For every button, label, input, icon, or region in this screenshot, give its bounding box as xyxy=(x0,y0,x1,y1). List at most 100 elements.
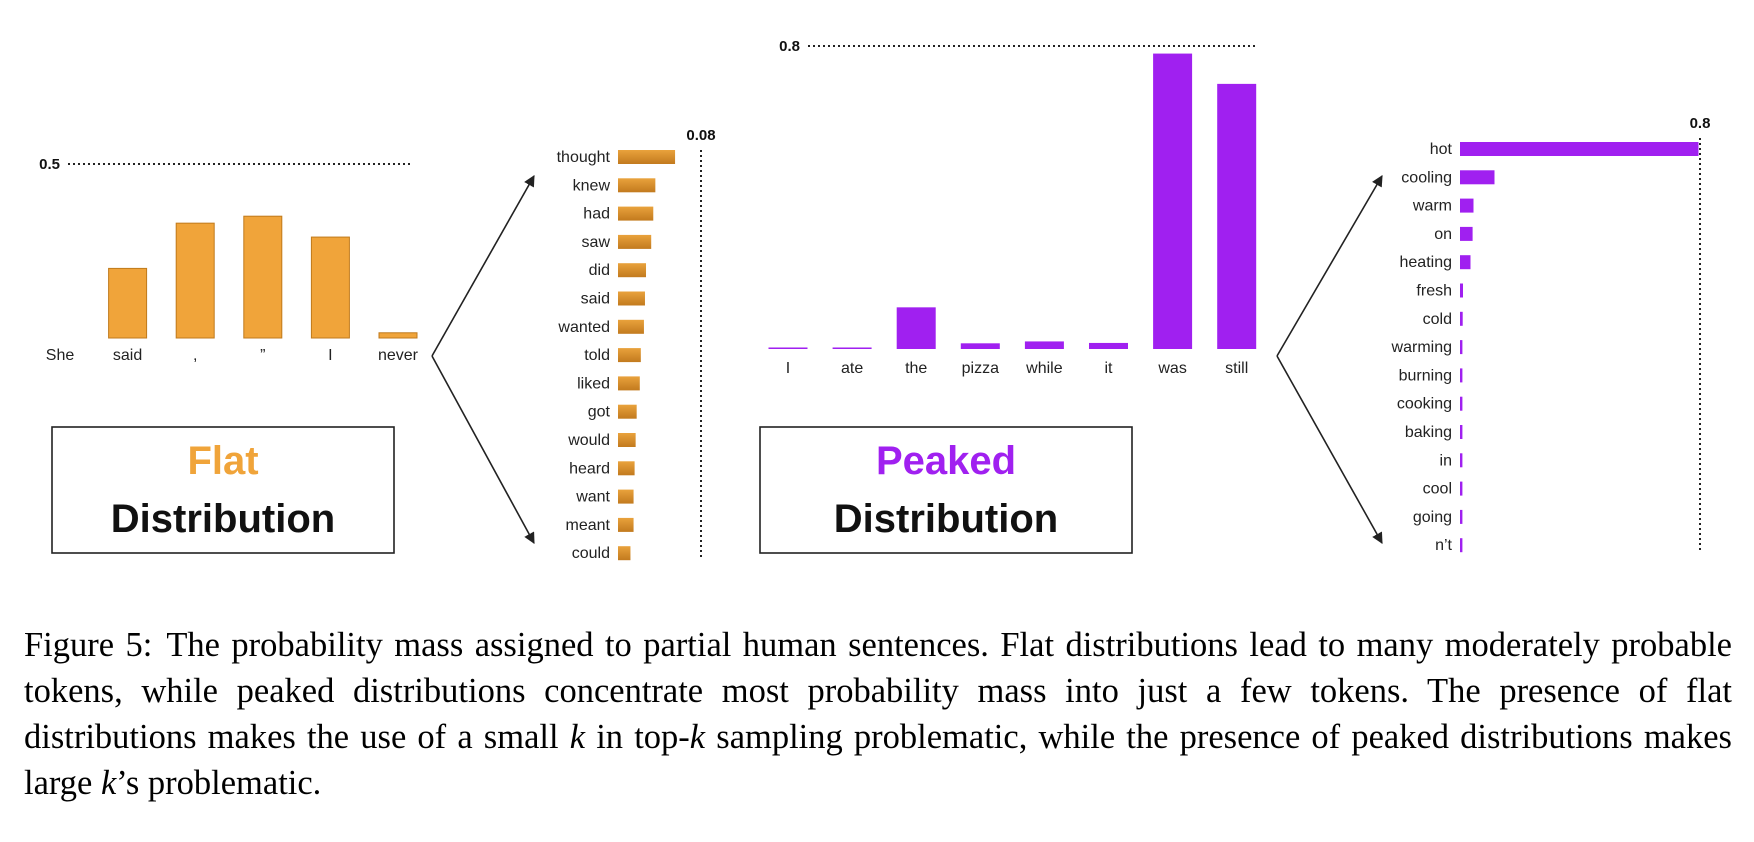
flat-context-bar-item-2 xyxy=(175,222,215,339)
flat-next-token-bar-knew xyxy=(618,178,656,193)
peaked-next-token-bar-in xyxy=(1460,453,1463,468)
peaked-context-tick-i: I xyxy=(786,360,790,377)
flat-next-token-tick-meant: meant xyxy=(566,517,611,534)
peaked-next-token-bar-cool xyxy=(1460,481,1463,496)
flat-next-token-tick-could: could xyxy=(572,545,610,562)
peaked-next-token-bar-cooking xyxy=(1460,396,1463,411)
peaked-next-token-tick-cooling: cooling xyxy=(1401,169,1452,186)
peaked-next-token-bar-cold xyxy=(1460,311,1463,326)
peaked-context-bar-i xyxy=(768,347,808,349)
peaked-next-token-tick-warm: warm xyxy=(1412,198,1452,215)
caption-k-1: k xyxy=(569,718,586,756)
peaked-box-word: Peaked xyxy=(876,439,1016,483)
peaked-box-label: Distribution xyxy=(834,497,1058,541)
flat-next-token-bar-would xyxy=(618,433,636,447)
peaked-fanout-arrows xyxy=(1276,175,1383,544)
flat-next-token-bar-had xyxy=(618,206,654,221)
flat-next-token-bar-want xyxy=(618,489,634,504)
flat-fanout-arrows xyxy=(431,175,535,544)
peaked-context-bar-still xyxy=(1217,83,1257,349)
peaked-context-tick-pizza: pizza xyxy=(962,360,999,377)
flat-next-token-bar-thought xyxy=(618,150,676,164)
flat-context-tick-item-3: ” xyxy=(260,347,265,364)
caption-k-3: k xyxy=(100,764,117,802)
caption-text-part-4: ’s problematic. xyxy=(116,764,322,802)
peaked-next-token-tick-on: on xyxy=(1434,226,1452,243)
flat-context-tick-said: said xyxy=(113,347,142,364)
peaked-next-token-tick-baking: baking xyxy=(1405,424,1452,441)
flat-next-token-tick-knew: knew xyxy=(573,177,611,194)
flat-next-token-tick-heard: heard xyxy=(569,460,610,477)
flat-box-label: Distribution xyxy=(111,497,335,541)
flat-context-bar-said xyxy=(108,267,148,339)
peaked-next-token-tick-burning: burning xyxy=(1399,367,1452,384)
flat-next-token-bar-liked xyxy=(618,376,640,391)
flat-next-token-tick-liked: liked xyxy=(577,375,610,392)
flat-distribution-box: Flat Distribution xyxy=(51,426,395,554)
flat-next-token-bar-heard xyxy=(618,461,635,476)
peaked-context-bar-ate xyxy=(832,347,872,349)
flat-next-token-tick-told: told xyxy=(584,347,610,364)
flat-next-token-chart: 0.08 thought knew had saw did said wanted told li… xyxy=(557,127,716,562)
peaked-next-token-bar-warm xyxy=(1460,198,1474,213)
peaked-next-token-tick-fresh: fresh xyxy=(1416,283,1452,300)
peaked-context-tick-the: the xyxy=(905,360,927,377)
flat-next-token-bar-wanted xyxy=(618,319,644,334)
peaked-context-tick-still: still xyxy=(1225,360,1248,377)
peaked-context-bar-pizza xyxy=(960,343,1000,349)
flat-next-token-bar-said xyxy=(618,291,645,306)
peaked-next-token-tick-hot: hot xyxy=(1430,141,1453,158)
peaked-next-token-tick-heating: heating xyxy=(1400,254,1453,271)
peaked-context-ref-label: 0.8 xyxy=(779,38,800,55)
flat-context-tick-i: I xyxy=(328,347,332,364)
flat-context-bar-item-3 xyxy=(243,215,283,339)
caption-k-2: k xyxy=(689,718,706,756)
flat-next-token-bar-saw xyxy=(618,234,652,249)
caption-figure-number: Figure 5: xyxy=(24,626,153,664)
peaked-arrow-up xyxy=(1276,175,1383,357)
peaked-context-bar-while xyxy=(1024,341,1064,349)
figure-caption: Figure 5: The probability mass assigned t… xyxy=(24,622,1732,806)
flat-next-token-tick-had: had xyxy=(583,206,610,223)
caption-text-part-1: The probability mass assigned to partial… xyxy=(24,626,1732,756)
peaked-context-bar-was xyxy=(1153,53,1193,349)
peaked-context-bar-the xyxy=(896,307,936,349)
flat-next-token-tick-wanted: wanted xyxy=(557,319,610,336)
flat-context-tick-she: She xyxy=(46,347,75,364)
peaked-context-tick-ate: ate xyxy=(841,360,863,377)
flat-context-tick-never: never xyxy=(378,347,419,364)
flat-next-token-bar-told xyxy=(618,348,641,363)
peaked-next-token-tick-warming: warming xyxy=(1391,339,1452,356)
peaked-next-token-bar-warming xyxy=(1460,340,1463,355)
flat-next-token-bar-meant xyxy=(618,517,634,532)
flat-next-token-tick-thought: thought xyxy=(557,149,611,166)
peaked-next-token-bar-hot xyxy=(1460,142,1699,156)
flat-next-token-bar-got xyxy=(618,404,637,419)
peaked-next-token-bar-fresh xyxy=(1460,283,1463,298)
flat-arrow-up xyxy=(431,175,535,357)
peaked-next-token-tick-n-t: n’t xyxy=(1435,537,1452,554)
peaked-next-token-tick-cool: cool xyxy=(1423,481,1452,498)
flat-context-tick-item-2: , xyxy=(193,347,197,364)
caption-text-part-2: in top- xyxy=(585,718,690,756)
peaked-next-token-bar-on xyxy=(1460,226,1473,241)
flat-next-token-tick-said: said xyxy=(581,291,610,308)
peaked-context-tick-while: while xyxy=(1025,360,1063,377)
peaked-context-tick-was: was xyxy=(1157,360,1186,377)
flat-next-token-bar-could xyxy=(618,546,631,561)
peaked-next-token-bar-heating xyxy=(1460,255,1471,270)
flat-context-bar-never xyxy=(378,332,418,339)
peaked-arrow-down xyxy=(1276,355,1383,544)
flat-next-token-ref-label: 0.08 xyxy=(686,127,715,144)
peaked-next-token-bar-going xyxy=(1460,509,1463,524)
caption-text-part-3: sampling problematic, while the presence… xyxy=(24,718,1732,802)
peaked-context-tick-it: it xyxy=(1105,360,1114,377)
flat-next-token-tick-want: want xyxy=(575,489,610,506)
flat-next-token-tick-got: got xyxy=(588,404,611,421)
peaked-next-token-bar-baking xyxy=(1460,425,1463,439)
peaked-next-token-tick-going: going xyxy=(1413,509,1452,526)
flat-next-token-tick-did: did xyxy=(589,262,610,279)
flat-next-token-tick-saw: saw xyxy=(582,234,611,251)
peaked-next-token-chart: 0.8 hot cooling warm on heating fresh cold warmi… xyxy=(1391,115,1711,554)
